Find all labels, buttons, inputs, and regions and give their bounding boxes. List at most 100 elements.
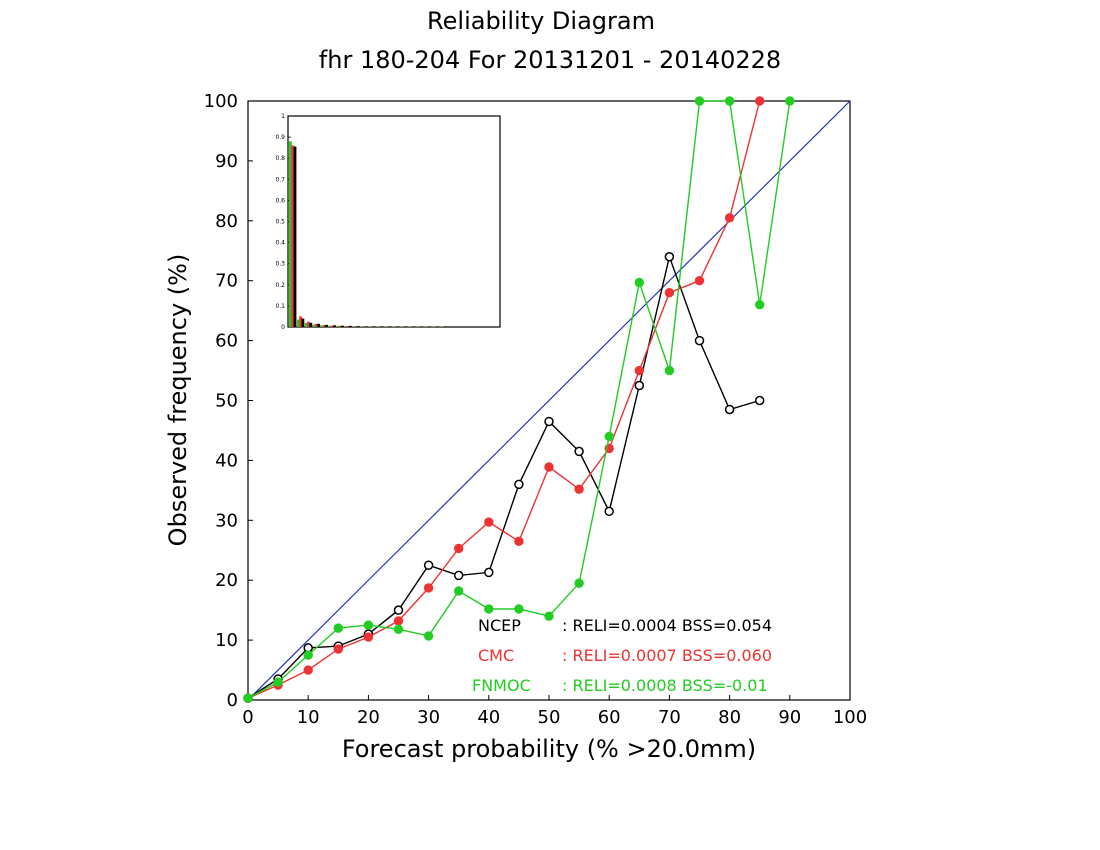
data-point-fnmoc	[243, 693, 253, 703]
data-point-fnmoc	[604, 431, 614, 442]
inset-bar-ncep	[388, 326, 392, 327]
data-point-cmc	[484, 517, 494, 527]
inset-bar-ncep	[309, 322, 313, 327]
inset-y-tick-label: 0.3	[275, 261, 285, 268]
y-tick-label: 10	[215, 630, 238, 651]
data-point-cmc	[634, 365, 644, 376]
x-tick-label: 40	[477, 707, 500, 728]
inset-bar-ncep	[301, 318, 305, 327]
y-axis-label: Observed frequency (%)	[164, 254, 192, 547]
x-tick-label: 0	[242, 707, 253, 728]
inset-bar-ncep	[364, 326, 368, 327]
inset-bar-fnmoc	[439, 326, 442, 327]
inset-bar-ncep	[380, 326, 384, 327]
inset-bar-cmc	[315, 323, 318, 327]
data-point-cmc	[303, 665, 313, 675]
data-point-fnmoc	[574, 578, 584, 588]
y-tick-label: 40	[215, 450, 238, 471]
y-tick-label: 60	[215, 331, 238, 352]
data-point-ncep	[694, 335, 705, 346]
y-tick-label: 70	[215, 271, 238, 292]
inset-bar-fnmoc	[289, 141, 292, 327]
legend-stats-cmc: : RELI=0.0007 BSS=0.060	[562, 646, 772, 665]
data-point-ncep	[574, 446, 584, 457]
inset-bar-cmc	[417, 326, 421, 327]
inset-y-tick-label: 0.1	[275, 303, 285, 310]
inset-bar-cmc	[299, 316, 302, 327]
data-point-fnmoc	[273, 677, 283, 687]
data-point-fnmoc	[454, 586, 464, 596]
y-tick-label: 30	[215, 510, 238, 531]
y-tick-label: 90	[215, 151, 238, 172]
x-tick-label: 20	[357, 707, 380, 728]
inset-bar-fnmoc	[296, 319, 300, 327]
inset-bar-fnmoc	[399, 326, 403, 327]
inset-bar-fnmoc	[304, 322, 308, 327]
data-point-ncep	[664, 251, 675, 262]
data-point-fnmoc	[664, 365, 675, 376]
inset-bar-ncep	[356, 326, 360, 327]
data-point-cmc	[664, 287, 675, 298]
data-point-ncep	[484, 567, 494, 578]
inset-bar-cmc	[433, 326, 437, 327]
legend-stats-ncep: : RELI=0.0004 BSS=0.054	[562, 616, 772, 635]
data-point-cmc	[454, 543, 464, 554]
inset-bar-fnmoc	[360, 326, 363, 327]
inset-bar-ncep	[325, 324, 328, 327]
x-tick-label: 80	[718, 707, 741, 728]
x-tick-label: 10	[297, 707, 320, 728]
data-point-ncep	[544, 416, 554, 427]
inset-bar-cmc	[362, 326, 366, 327]
data-point-cmc	[544, 462, 554, 472]
series-line-ncep	[247, 254, 760, 699]
data-point-ncep	[604, 506, 614, 517]
data-point-cmc	[724, 213, 735, 223]
data-point-fnmoc	[423, 631, 434, 641]
y-tick-label: 100	[204, 91, 238, 112]
inset-bar-cmc	[386, 326, 389, 327]
inset-bar-ncep	[372, 326, 376, 327]
data-point-cmc	[755, 96, 765, 106]
data-point-cmc	[514, 536, 524, 546]
inset-y-tick-label: 1	[281, 113, 285, 120]
data-point-cmc	[694, 276, 705, 286]
inset-bar-cmc	[394, 326, 397, 327]
inset-bar-fnmoc	[407, 326, 411, 327]
inset-bar-cmc	[409, 326, 413, 327]
legend-name-fnmoc: FNMOC	[472, 676, 531, 695]
legend: NCEP : RELI=0.0004 BSS=0.054 CMC : RELI=…	[472, 616, 772, 695]
inset-bar-cmc	[370, 326, 374, 327]
inset-bar-fnmoc	[336, 325, 340, 327]
data-point-cmc	[423, 583, 434, 593]
inset-bar-fnmoc	[312, 324, 316, 327]
data-point-cmc	[333, 644, 343, 654]
x-tick-label: 50	[538, 707, 561, 728]
inset-bar-fnmoc	[415, 326, 419, 327]
data-point-fnmoc	[484, 604, 494, 614]
x-tick-label: 60	[598, 707, 621, 728]
inset-bar-fnmoc	[328, 325, 332, 327]
inset-y-tick-label: 0.2	[275, 282, 285, 289]
x-tick-label: 30	[417, 707, 440, 728]
inset-bar-cmc	[322, 324, 326, 327]
inset-y-tick-label: 0.7	[275, 176, 285, 183]
data-point-ncep	[453, 570, 464, 581]
y-tick-label: 50	[215, 391, 238, 412]
inset-bar-fnmoc	[376, 326, 379, 327]
data-point-fnmoc	[634, 277, 644, 288]
inset-bar-ncep	[293, 146, 297, 327]
data-point-fnmoc	[303, 650, 313, 660]
inset-bar-cmc	[402, 326, 405, 327]
inset-y-tick-label: 0.6	[275, 197, 285, 204]
x-axis-label: Forecast probability (% >20.0mm)	[342, 735, 756, 763]
inset-y-tick-label: 0.5	[275, 219, 285, 226]
inset-bar-ncep	[317, 323, 321, 327]
inset-bar-fnmoc	[391, 326, 395, 327]
legend-stats-fnmoc: : RELI=0.0008 BSS=-0.01	[562, 676, 768, 695]
inset-bar-fnmoc	[383, 326, 387, 327]
inset-bar-cmc	[330, 325, 334, 327]
inset-bar-cmc	[307, 321, 310, 327]
inset-histogram-frame	[287, 115, 501, 328]
data-point-fnmoc	[544, 611, 554, 621]
data-point-ncep	[754, 395, 765, 406]
